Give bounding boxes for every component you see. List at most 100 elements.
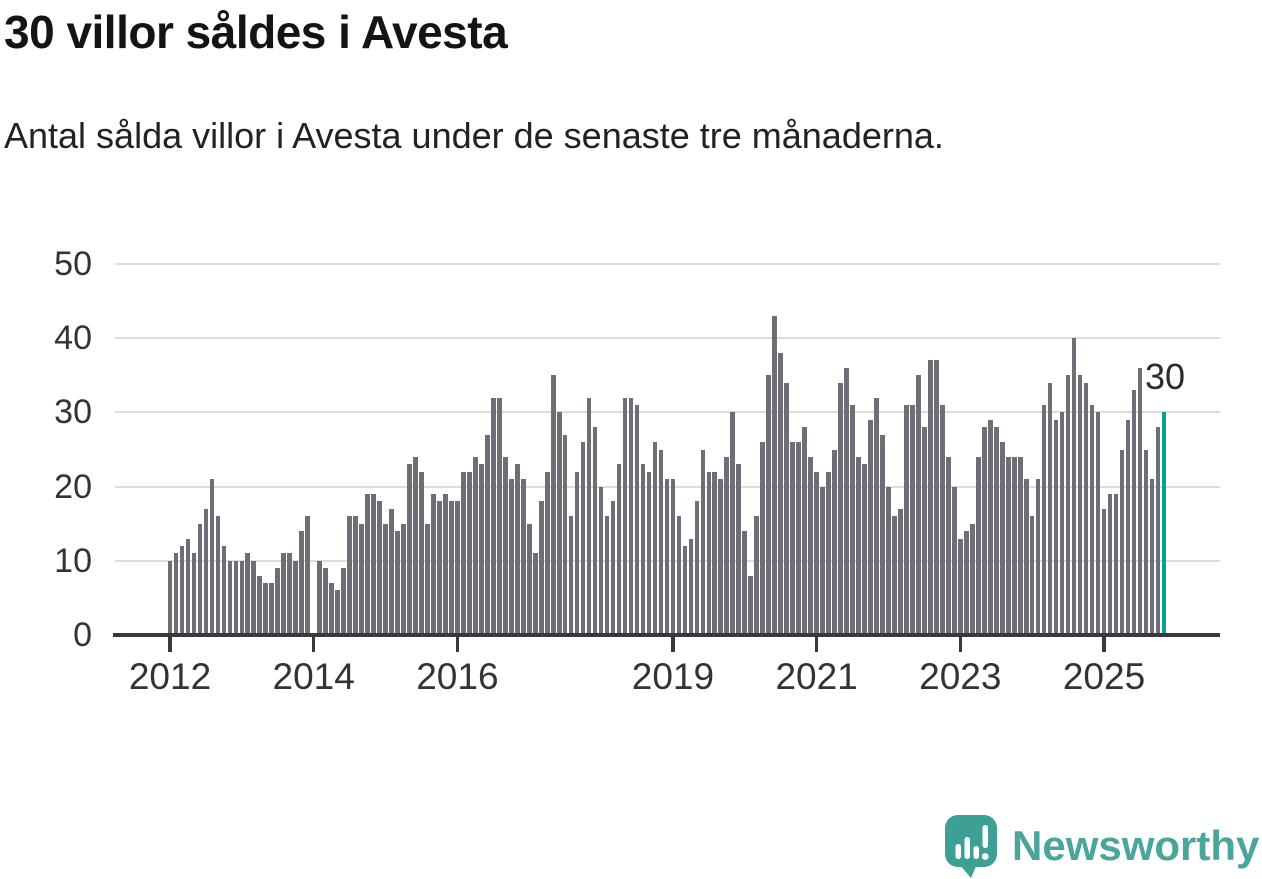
bar-2020-09	[790, 442, 795, 635]
bar-2016-02	[461, 471, 466, 635]
bar-2024-04	[1047, 382, 1053, 635]
bar-2015-06	[413, 456, 418, 635]
bar-2019-07	[706, 471, 712, 635]
bar-2020-04	[760, 442, 766, 635]
bar-2022-01	[886, 486, 891, 635]
bar-2012-02	[173, 553, 179, 635]
bar-2013-05	[263, 583, 269, 635]
bar-2017-04	[544, 471, 550, 635]
bar-2016-10	[508, 479, 514, 635]
bar-2018-11	[658, 449, 664, 635]
bar-2022-11	[945, 456, 951, 635]
bar-2020-10	[796, 442, 801, 635]
bar-2017-09	[574, 471, 580, 635]
bar-2025-08	[1143, 449, 1149, 635]
bar-2013-08	[281, 553, 287, 635]
x-axis-tick-2019	[671, 637, 675, 652]
bar-2020-01	[742, 531, 748, 635]
bar-2018-02	[604, 516, 610, 635]
bar-2018-12	[664, 479, 670, 635]
bar-2019-11	[730, 412, 736, 635]
bar-2013-03	[251, 560, 257, 635]
bar-2025-10	[1155, 427, 1161, 635]
chart-subtitle: Antal sålda villor i Avesta under de sen…	[4, 115, 944, 156]
bar-2024-10	[1083, 382, 1089, 635]
bar-2022-12	[951, 486, 957, 635]
bar-2015-12	[449, 501, 454, 635]
bar-2015-04	[401, 523, 406, 635]
chart-title: 30 villor såldes i Avesta	[4, 6, 508, 58]
bar-2021-06	[844, 367, 849, 635]
x-axis-label-2021: 2021	[775, 656, 858, 697]
bar-2021-12	[880, 434, 885, 635]
bar-2016-08	[496, 397, 502, 635]
bar-2024-01	[1029, 516, 1035, 635]
y-axis-label-10: 10	[54, 541, 92, 580]
bar-2016-04	[473, 456, 478, 635]
bar-2024-07	[1065, 375, 1071, 635]
bar-2022-05	[910, 404, 915, 635]
bar-2017-06	[556, 412, 562, 635]
bar-2020-06	[772, 315, 778, 635]
bar-2020-07	[778, 353, 784, 635]
x-axis-tick-2016	[455, 637, 460, 652]
x-axis-tick-2014	[311, 637, 316, 652]
bar-2015-01	[383, 523, 388, 635]
bar-2021-08	[856, 456, 861, 635]
bar-2013-02	[245, 553, 251, 635]
bar-2019-04	[688, 538, 694, 635]
x-axis-label-2014: 2014	[272, 656, 355, 697]
newsworthy-logo: Newsworthy	[944, 814, 1259, 878]
bar-2017-11	[586, 397, 592, 635]
bar-2020-08	[784, 382, 790, 635]
bar-2016-07	[490, 397, 496, 635]
bar-2014-11	[371, 494, 376, 635]
bar-2016-11	[514, 464, 520, 635]
bar-2013-07	[275, 568, 281, 635]
bar-2022-09	[934, 360, 939, 635]
bar-2019-05	[694, 501, 700, 635]
newsworthy-logo-text: Newsworthy	[1012, 822, 1260, 869]
bar-2018-01	[598, 486, 604, 635]
bar-2015-08	[425, 523, 430, 635]
bar-2013-11	[299, 531, 305, 635]
bar-2025-04	[1119, 449, 1125, 635]
bar-2024-11	[1089, 404, 1095, 635]
bar-2016-05	[478, 464, 484, 635]
bar-2017-10	[580, 442, 586, 635]
bar-2017-05	[550, 375, 556, 635]
bar-2019-01	[670, 479, 676, 635]
bar-2022-08	[928, 360, 933, 635]
bar-2012-11	[227, 560, 233, 635]
bar-2024-08	[1071, 338, 1077, 635]
bar-2012-04	[185, 538, 191, 635]
bar-2021-11	[874, 397, 879, 635]
bar-2012-10	[221, 545, 227, 635]
bar-2023-04	[975, 456, 981, 635]
bar-2015-09	[431, 494, 436, 635]
bar-2018-10	[652, 442, 658, 635]
last-value-annotation: 30	[1145, 356, 1186, 397]
bar-2017-01	[526, 523, 532, 635]
bar-2020-03	[754, 516, 760, 635]
bar-2023-12	[1023, 479, 1029, 635]
bar-2025-01	[1101, 508, 1107, 635]
bar-2022-04	[904, 404, 909, 635]
bar-2013-09	[287, 553, 293, 635]
bar-2024-09	[1077, 375, 1083, 635]
y-axis-label-50: 50	[54, 245, 92, 283]
bar-2025-05	[1125, 419, 1131, 635]
bar-2023-08	[999, 442, 1005, 635]
bar-2012-03	[179, 545, 185, 635]
bar-2023-07	[993, 427, 999, 635]
bar-2018-08	[640, 464, 646, 635]
bar-2012-06	[197, 523, 203, 635]
bar-2024-03	[1041, 404, 1047, 635]
bar-2024-06	[1059, 412, 1065, 635]
bar-2019-06	[700, 449, 706, 635]
y-axis-label-0: 0	[73, 616, 92, 654]
gridline-40	[115, 337, 1220, 340]
bar-2022-07	[922, 427, 927, 635]
bar-2019-03	[682, 545, 688, 635]
bar-2015-11	[443, 494, 448, 635]
